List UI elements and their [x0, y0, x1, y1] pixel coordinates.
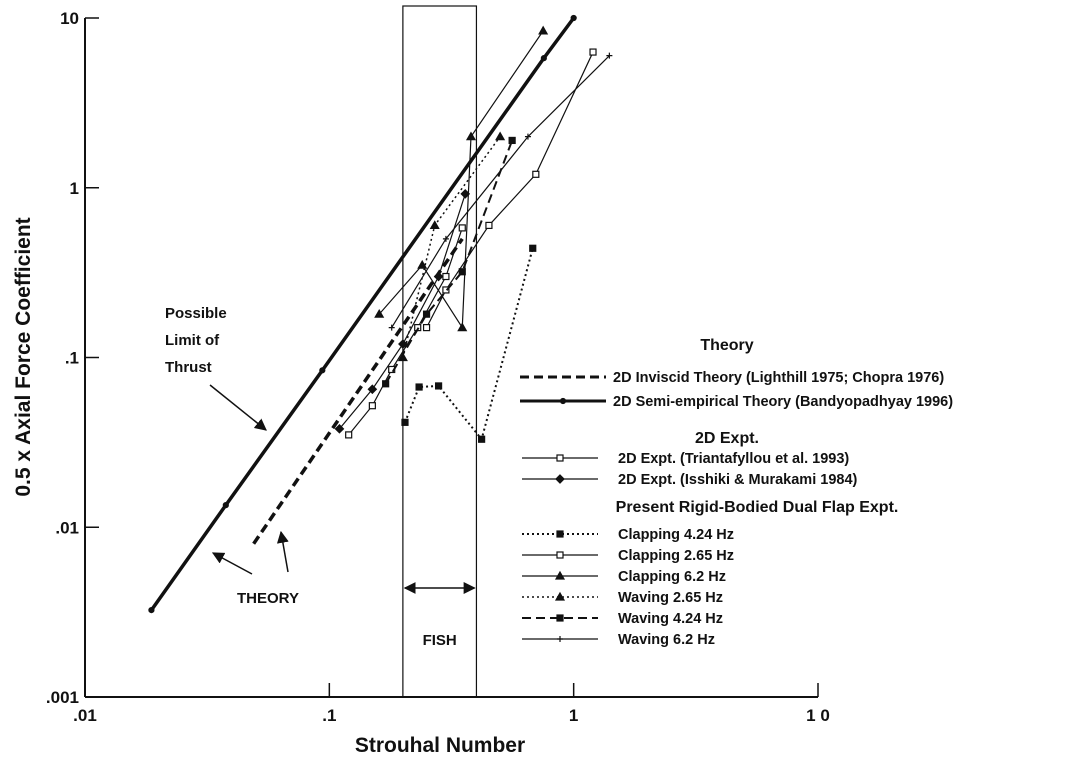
point — [532, 170, 540, 178]
point — [538, 25, 549, 35]
point — [367, 384, 378, 395]
y-axis-title: 0.5 x Axial Force Coefficient — [12, 217, 35, 496]
legend-header: 2D Expt. — [695, 430, 759, 447]
y-tick-label: .01 — [55, 518, 79, 537]
point — [485, 221, 493, 230]
legend-header: Present Rigid-Bodied Dual Flap Expt. — [616, 499, 899, 516]
legend-marker — [556, 530, 564, 538]
x-axis-title: Strouhal Number — [355, 734, 525, 757]
x-tick-label: 1 — [569, 706, 578, 725]
fish-box — [402, 5, 478, 698]
series-line — [391, 55, 610, 328]
legend-marker — [559, 397, 567, 405]
legend-label: Clapping 2.65 Hz — [618, 548, 734, 564]
legend-label: 2D Semi-empirical Theory (Bandyopadhyay … — [613, 394, 953, 410]
point — [457, 322, 468, 332]
legend-marker — [556, 454, 564, 462]
point — [222, 502, 229, 509]
point — [458, 224, 466, 232]
series — [252, 237, 464, 545]
point — [524, 133, 531, 140]
legend-header: Theory — [700, 337, 753, 354]
point — [368, 402, 376, 410]
legend-label: Waving 4.24 Hz — [618, 611, 723, 627]
point — [415, 383, 423, 391]
legend-marker — [555, 474, 565, 484]
series-line — [252, 237, 464, 545]
point — [495, 131, 506, 141]
x-tick-label: .01 — [73, 706, 97, 725]
point — [374, 308, 385, 318]
series — [388, 52, 613, 331]
annotation-arrow — [209, 384, 267, 431]
point — [529, 244, 537, 252]
point — [478, 435, 486, 443]
legend-marker — [556, 551, 564, 559]
series-line — [404, 248, 534, 442]
point — [570, 14, 577, 22]
series — [345, 224, 466, 439]
point — [458, 268, 466, 276]
limit-annotation: Limit of — [165, 332, 220, 349]
point — [388, 324, 395, 331]
series — [382, 136, 516, 388]
point — [589, 48, 597, 56]
legend-label: 2D Expt. (Triantafyllou et al. 1993) — [618, 451, 849, 467]
point — [382, 380, 390, 388]
point — [429, 220, 440, 230]
limit-annotation: Thrust — [165, 359, 212, 376]
legend-label: 2D Inviscid Theory (Lighthill 1975; Chop… — [613, 370, 944, 386]
series — [374, 25, 549, 332]
point — [465, 131, 477, 141]
point — [422, 324, 431, 332]
limit-annotation: Possible — [165, 305, 227, 322]
point — [417, 259, 428, 269]
theory-annotation: THEORY — [237, 590, 299, 607]
point — [540, 55, 547, 62]
y-tick-label: .001 — [46, 688, 79, 707]
point — [319, 367, 326, 374]
point — [508, 136, 516, 145]
point — [345, 431, 353, 439]
series-line — [348, 227, 463, 436]
x-tick-label: 1 0 — [806, 706, 830, 725]
series — [401, 244, 537, 443]
y-tick-label: .1 — [65, 349, 79, 368]
point — [433, 271, 444, 282]
annotation-arrow — [211, 552, 253, 575]
y-tick-label: 1 — [70, 179, 79, 198]
x-tick-label: .1 — [322, 706, 336, 725]
series — [148, 14, 577, 614]
series — [422, 48, 597, 332]
legend-label: Clapping 6.2 Hz — [618, 569, 726, 585]
point — [442, 286, 450, 294]
fish-label: FISH — [423, 632, 457, 649]
legend-label: Waving 2.65 Hz — [618, 590, 723, 606]
point — [334, 423, 345, 434]
legend-marker — [556, 614, 564, 622]
legend-label: Waving 6.2 Hz — [618, 632, 715, 648]
point — [442, 272, 450, 281]
legend-label: 2D Expt. (Isshiki & Murakami 1984) — [618, 472, 858, 488]
legend-marker — [554, 570, 566, 580]
legend-marker — [554, 591, 566, 601]
series-line — [378, 30, 544, 330]
legend-marker — [557, 636, 563, 642]
point — [401, 418, 409, 426]
y-tick-label: 10 — [60, 9, 79, 28]
point — [442, 235, 449, 242]
point — [606, 52, 613, 59]
legend-label: Clapping 4.24 Hz — [618, 527, 734, 543]
point — [422, 310, 431, 318]
point — [434, 382, 443, 390]
annotation-arrow — [276, 530, 289, 573]
point — [148, 607, 155, 614]
